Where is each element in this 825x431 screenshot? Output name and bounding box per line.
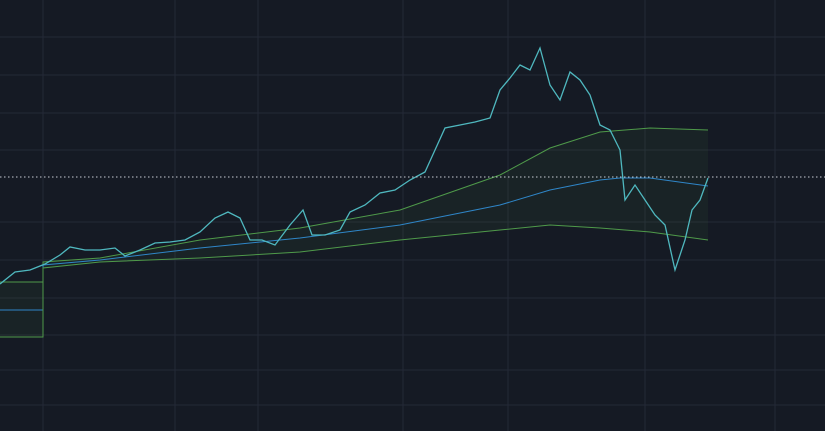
- series-line: [0, 224, 709, 338]
- band-fill: [0, 128, 708, 337]
- series-line: [0, 46, 709, 285]
